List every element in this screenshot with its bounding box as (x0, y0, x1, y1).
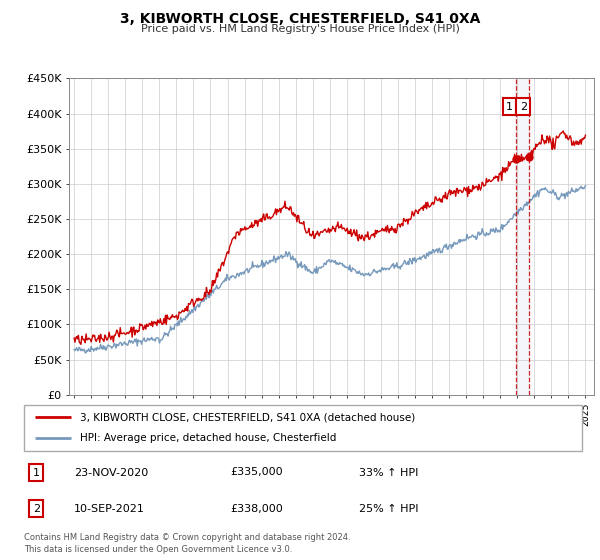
Text: 1: 1 (506, 101, 513, 111)
Text: 33% ↑ HPI: 33% ↑ HPI (359, 468, 418, 478)
Bar (515, 78, 529, 395)
Text: 3, KIBWORTH CLOSE, CHESTERFIELD, S41 0XA: 3, KIBWORTH CLOSE, CHESTERFIELD, S41 0XA (120, 12, 480, 26)
Text: £335,000: £335,000 (230, 468, 283, 478)
Text: 1: 1 (33, 468, 40, 478)
Text: Contains HM Land Registry data © Crown copyright and database right 2024.
This d: Contains HM Land Registry data © Crown c… (24, 533, 350, 554)
FancyBboxPatch shape (24, 405, 582, 451)
Text: 10-SEP-2021: 10-SEP-2021 (74, 504, 145, 514)
Text: 23-NOV-2020: 23-NOV-2020 (74, 468, 148, 478)
Text: 3, KIBWORTH CLOSE, CHESTERFIELD, S41 0XA (detached house): 3, KIBWORTH CLOSE, CHESTERFIELD, S41 0XA… (80, 412, 415, 422)
Text: Price paid vs. HM Land Registry's House Price Index (HPI): Price paid vs. HM Land Registry's House … (140, 24, 460, 34)
Text: 2: 2 (520, 101, 527, 111)
Text: 2: 2 (33, 504, 40, 514)
Text: 25% ↑ HPI: 25% ↑ HPI (359, 504, 418, 514)
Text: HPI: Average price, detached house, Chesterfield: HPI: Average price, detached house, Ches… (80, 433, 336, 444)
Text: £338,000: £338,000 (230, 504, 283, 514)
